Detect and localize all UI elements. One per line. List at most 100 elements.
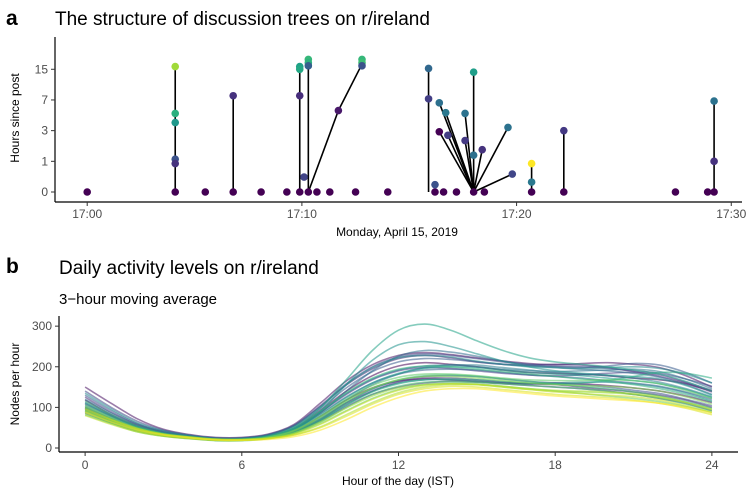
panel-b-x-tick-label: 24 (705, 458, 719, 472)
panel-a-point (424, 64, 433, 73)
panel-a-x-tick-label: 17:20 (502, 207, 532, 221)
panel-a-y-axis-label: Hours since post (8, 73, 22, 163)
panel-a-point (171, 109, 180, 118)
panel-b-x-tick-label: 6 (238, 458, 245, 472)
panel-a-point (461, 136, 469, 145)
panel-a-x-ticks: 17:00 17:10 17:20 17:30 (72, 202, 747, 221)
panel-a-y-tick-label: 7 (41, 93, 48, 107)
panel-a-point (351, 188, 360, 196)
panel-b-y-ticks: 0 100 200 300 (32, 319, 59, 455)
panel-a-point (304, 62, 313, 70)
panel-b-title: Daily activity levels on r/ireland (59, 258, 319, 279)
panel-a-point (358, 62, 366, 70)
panel-a-edge (337, 63, 363, 111)
panel-a-point (201, 188, 210, 196)
panel-a-edge (472, 149, 484, 193)
panel-a-x-tick-label: 17:30 (716, 207, 746, 221)
panel-a-point (480, 188, 489, 196)
panel-a-point (171, 62, 180, 71)
panel-a-point (469, 188, 478, 196)
panel-a-edge (438, 131, 475, 193)
panel-a-point (313, 188, 321, 196)
panel-a-edge (473, 173, 513, 193)
panel-b-letter: b (6, 255, 19, 278)
panel-a-point (383, 188, 392, 196)
panel-b-x-ticks: 0 6 12 18 24 (82, 452, 719, 472)
panel-a-point (171, 118, 180, 127)
panel-a-point (229, 91, 237, 100)
panel-a-point (431, 188, 439, 196)
panel-b-y-tick-label: 300 (32, 319, 52, 333)
panel-a-point (710, 188, 718, 196)
panel-b-series-lines (84, 323, 713, 442)
panel-a-point (671, 188, 680, 196)
panel-a-point (703, 188, 712, 196)
panel-a-point (469, 151, 478, 159)
panel-a-points (83, 55, 718, 196)
panel-a-point (508, 170, 517, 178)
panel-a-point (283, 188, 291, 196)
panel-a-point (326, 188, 334, 196)
panel-a-point (304, 188, 313, 196)
panel-a-point (444, 131, 452, 140)
panel-b-subtitle: 3−hour moving average (59, 291, 217, 308)
panel-a-point (469, 68, 478, 76)
panel-a-point (334, 106, 343, 115)
panel-a-edge (307, 110, 340, 193)
panel-b-series-line (84, 383, 713, 441)
panel-a-point (435, 99, 444, 107)
panel-a-x-tick-label: 17:00 (72, 207, 102, 221)
panel-a-point (435, 127, 444, 136)
panel-a-point (300, 173, 308, 181)
panel-a-edge (464, 113, 475, 193)
panel-b-x-axis-label: Hour of the day (IST) (342, 474, 454, 488)
panel-a-point (710, 157, 718, 166)
panel-a-edge (447, 134, 475, 193)
panel-a-point (171, 188, 180, 196)
panel-a-y-tick-label: 15 (35, 62, 49, 76)
panel-a-edge (472, 127, 509, 193)
panel-a-edge (444, 112, 475, 193)
panel-a-point (295, 65, 304, 74)
panel-a-point (527, 178, 536, 186)
panel-a-point (710, 97, 718, 105)
panel-a-point (83, 188, 92, 196)
panel-a-point (257, 188, 265, 196)
panel-a-point (527, 188, 536, 196)
panel-a-y-ticks: 0 1 3 7 15 (35, 62, 55, 199)
panel-b-y-tick-label: 200 (32, 360, 52, 374)
panel-b-x-tick-label: 12 (392, 458, 406, 472)
panel-a-y-tick-label: 0 (41, 185, 48, 199)
panel-a-point (439, 188, 448, 196)
panel-b-series-line (84, 374, 713, 441)
panel-a-point (441, 108, 450, 117)
panel-a-point (560, 126, 568, 135)
panel-a-point (504, 123, 512, 132)
panel-a-x-tick-label: 17:10 (287, 207, 317, 221)
panel-b-y-tick-label: 100 (32, 400, 52, 414)
panel-b-y-axis-label: Nodes per hour (8, 343, 22, 426)
panel-a-point (295, 188, 304, 196)
panel-a-axes (54, 37, 742, 203)
panel-a-tree-chart: a The structure of discussion trees on r… (6, 7, 747, 239)
panel-b-series-line (84, 387, 713, 442)
panel-a-letter: a (6, 7, 18, 30)
panel-a-point (452, 188, 461, 196)
panel-a-point (431, 180, 439, 189)
panel-b-series-line (84, 374, 713, 441)
panel-a-x-axis-label: Monday, April 15, 2019 (336, 225, 458, 239)
panel-b-series-line (84, 385, 713, 441)
panel-a-point (478, 145, 487, 154)
panel-b-x-tick-label: 0 (82, 458, 89, 472)
panel-a-title: The structure of discussion trees on r/i… (55, 9, 430, 30)
panel-b-y-tick-label: 0 (45, 441, 52, 455)
panel-b-series-line (84, 382, 713, 441)
panel-b-x-tick-label: 18 (549, 458, 563, 472)
panel-a-point (560, 188, 568, 196)
panel-b-line-chart: b Daily activity levels on r/ireland 3−h… (6, 255, 738, 488)
panel-a-point (461, 109, 469, 118)
panel-a-point (295, 91, 304, 100)
panel-a-edges (174, 59, 715, 193)
panel-a-point (424, 95, 433, 103)
